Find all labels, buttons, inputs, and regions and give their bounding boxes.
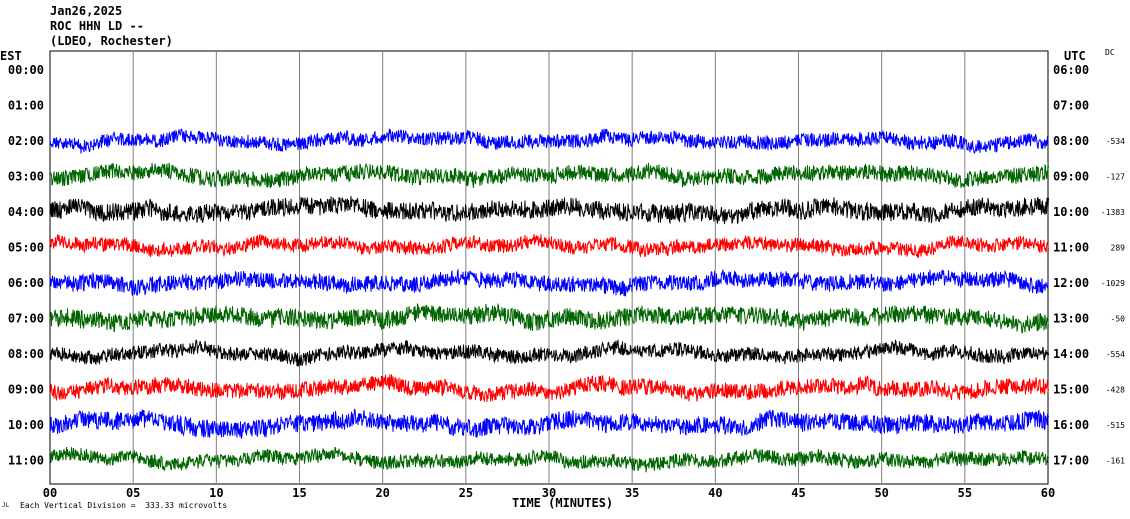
- x-tick-label: 05: [126, 486, 140, 500]
- dc-offset-label: -50: [1111, 315, 1126, 324]
- x-tick-label: 30: [542, 486, 556, 500]
- dc-offset-label: -1383: [1101, 208, 1125, 217]
- est-row-label: 01:00: [8, 99, 44, 113]
- x-tick-label: 60: [1041, 486, 1055, 500]
- x-tick-label: 25: [459, 486, 473, 500]
- dc-offset-label: -534: [1106, 137, 1125, 146]
- utc-row-label: 14:00: [1053, 347, 1089, 361]
- x-tick-label: 20: [375, 486, 389, 500]
- trace-line: [49, 302, 1049, 334]
- est-row-label: 09:00: [8, 383, 44, 397]
- est-row-label: 02:00: [8, 134, 44, 148]
- trace-line: [49, 162, 1049, 189]
- right-timezone-label: UTC: [1064, 49, 1086, 63]
- trace-line: [49, 268, 1049, 297]
- header-network: (LDEO, Rochester): [50, 34, 173, 48]
- x-tick-label: 15: [292, 486, 306, 500]
- x-tick-label: 00: [43, 486, 57, 500]
- dc-offset-label: -161: [1106, 457, 1125, 466]
- trace-line: [49, 408, 1049, 439]
- est-row-label: 10:00: [8, 418, 44, 432]
- x-tick-label: 10: [209, 486, 223, 500]
- dc-offset-label: -1029: [1101, 279, 1125, 288]
- x-tick-label: 35: [625, 486, 639, 500]
- est-row-label: 06:00: [8, 276, 44, 290]
- utc-row-label: 16:00: [1053, 418, 1089, 432]
- trace-line: [49, 233, 1049, 258]
- est-row-label: 07:00: [8, 312, 44, 326]
- dc-offset-label: 289: [1111, 244, 1126, 253]
- utc-row-label: 15:00: [1053, 383, 1089, 397]
- trace-line: [49, 374, 1049, 402]
- header-station: ROC HHN LD --: [50, 19, 144, 33]
- dc-offset-label: -515: [1106, 421, 1125, 430]
- trace-line: [49, 447, 1049, 473]
- header-date: Jan26,2025: [50, 4, 123, 18]
- utc-row-label: 10:00: [1053, 205, 1089, 219]
- est-row-label: 03:00: [8, 170, 44, 184]
- est-row-label: 00:00: [8, 63, 44, 77]
- x-tick-label: 55: [958, 486, 972, 500]
- dc-label: DC: [1105, 48, 1115, 57]
- dc-offset-label: -428: [1106, 386, 1125, 395]
- x-tick-label: 50: [874, 486, 888, 500]
- x-tick-label: 45: [791, 486, 805, 500]
- utc-row-label: 06:00: [1053, 63, 1089, 77]
- utc-row-label: 12:00: [1053, 276, 1089, 290]
- est-row-label: 05:00: [8, 241, 44, 255]
- utc-row-label: 13:00: [1053, 312, 1089, 326]
- footer-mark: JL: [2, 502, 10, 509]
- est-row-label: 04:00: [8, 205, 44, 219]
- est-row-label: 11:00: [8, 454, 44, 468]
- footer-scale-note: Each Vertical Division = 333.33 microvol…: [20, 501, 228, 510]
- utc-row-label: 07:00: [1053, 99, 1089, 113]
- trace-line: [49, 338, 1049, 367]
- utc-row-label: 09:00: [1053, 170, 1089, 184]
- utc-row-label: 11:00: [1053, 241, 1089, 255]
- left-timezone-label: EST: [0, 49, 22, 63]
- utc-row-label: 17:00: [1053, 454, 1089, 468]
- trace-line: [49, 128, 1049, 154]
- dc-offset-label: -127: [1106, 173, 1125, 182]
- trace-line: [49, 196, 1049, 225]
- x-axis-label: TIME (MINUTES): [512, 496, 614, 510]
- utc-row-label: 08:00: [1053, 134, 1089, 148]
- est-row-label: 08:00: [8, 347, 44, 361]
- x-tick-label: 40: [708, 486, 722, 500]
- dc-offset-label: -554: [1106, 350, 1125, 359]
